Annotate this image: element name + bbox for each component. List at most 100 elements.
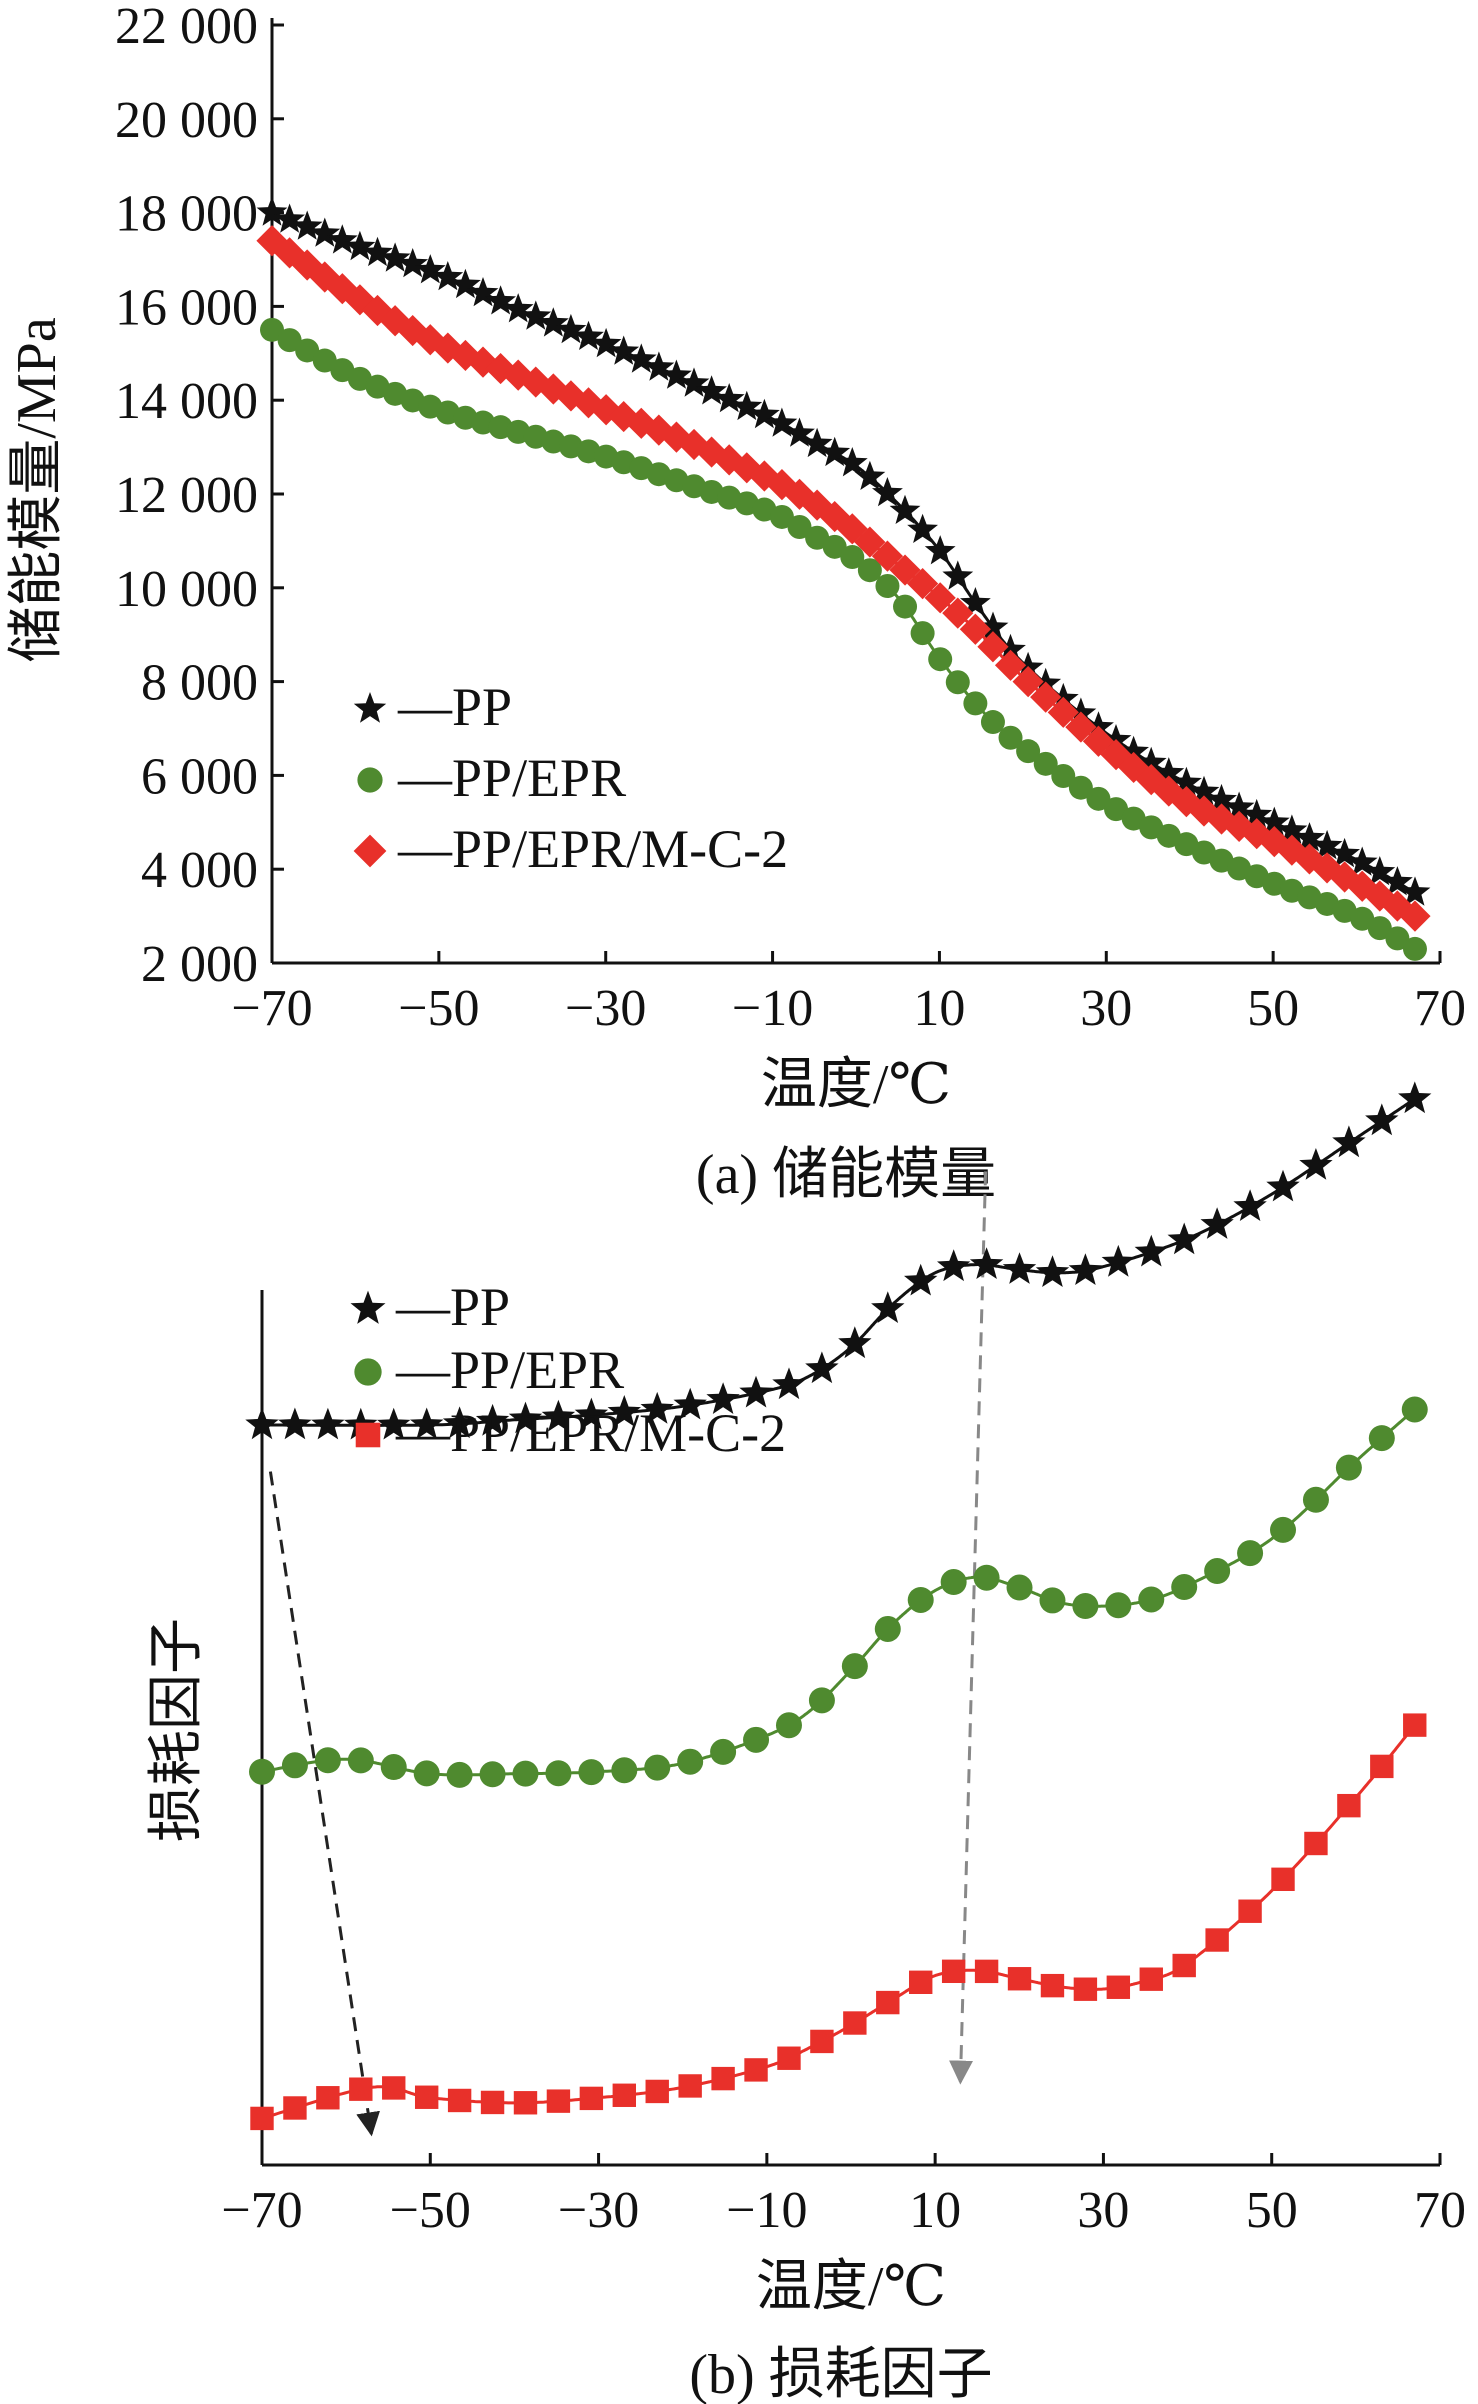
- y-tick-label: 12 000: [115, 467, 258, 524]
- data-point: [1040, 1973, 1065, 1998]
- data-point: [555, 313, 587, 344]
- data-point: [1365, 1103, 1399, 1136]
- data-point: [1335, 1454, 1362, 1481]
- data-point: [928, 647, 953, 672]
- legend-label: —PP: [395, 1277, 510, 1337]
- data-point: [291, 249, 323, 281]
- data-point: [643, 351, 675, 381]
- data-point: [349, 2077, 373, 2101]
- data-point: [1138, 1586, 1165, 1613]
- data-point: [731, 390, 763, 421]
- data-point: [808, 1687, 835, 1714]
- data-point: [874, 1615, 901, 1642]
- data-point: [1270, 1516, 1297, 1543]
- legend-label: —PP/EPR/M-C-2: [397, 819, 788, 879]
- chart-b-caption: (b) 损耗因子: [689, 2344, 992, 2404]
- data-point: [766, 407, 798, 437]
- chart-b-axes: −70 −50 −30 −10 10 30 50 70: [221, 1290, 1466, 2239]
- chart-a-legend: —PP —PP/EPR —PP/EPR/M-C-2: [353, 677, 788, 879]
- data-point: [1237, 1540, 1264, 1567]
- data-point: [260, 317, 284, 342]
- data-point: [379, 242, 411, 272]
- data-point: [1258, 806, 1290, 836]
- data-point: [291, 210, 323, 240]
- data-point: [449, 339, 482, 372]
- data-point: [1002, 1252, 1037, 1284]
- data-point: [783, 478, 816, 510]
- data-point: [274, 203, 305, 233]
- data-point: [1403, 1713, 1427, 1737]
- chart-a-y-axis-title: 储能模量/MPa: [6, 317, 68, 662]
- data-point: [480, 2090, 505, 2115]
- data-point: [432, 332, 464, 364]
- trend-arrow: [948, 1171, 988, 2085]
- data-point: [249, 1758, 275, 1785]
- x-tick-label: −70: [231, 980, 312, 1037]
- data-point: [278, 1407, 312, 1440]
- data-point: [612, 2083, 636, 2107]
- data-point: [1139, 1967, 1163, 1991]
- x-tick-label: 50: [1246, 2182, 1298, 2239]
- data-point: [973, 1564, 1000, 1591]
- y-tick-label: 4 000: [141, 842, 258, 899]
- data-point: [574, 1397, 609, 1430]
- data-point: [1223, 810, 1255, 842]
- x-tick-label: 70: [1414, 2182, 1466, 2239]
- data-point: [977, 631, 1009, 663]
- data-point: [590, 327, 622, 358]
- data-point: [1364, 856, 1396, 886]
- data-point: [1007, 1967, 1032, 1991]
- legend-label: —PP: [397, 677, 512, 737]
- data-point: [1337, 1793, 1361, 1818]
- data-point: [1047, 696, 1079, 728]
- data-point: [1172, 1953, 1196, 1978]
- chart-b-x-axis-title: 温度/℃: [756, 2256, 946, 2318]
- data-point: [854, 526, 886, 558]
- data-point: [1302, 1486, 1329, 1513]
- x-tick-label: −30: [565, 980, 646, 1037]
- data-point: [377, 1407, 411, 1440]
- data-point: [744, 2058, 768, 2082]
- data-point: [414, 324, 446, 356]
- x-tick-label: −10: [732, 980, 813, 1037]
- data-point: [945, 670, 970, 695]
- data-point: [1346, 846, 1378, 876]
- data-point: [546, 2089, 571, 2113]
- x-tick-label: 70: [1414, 980, 1466, 1037]
- data-point: [1311, 852, 1343, 884]
- data-point: [442, 1406, 477, 1439]
- y-tick-label: 14 000: [115, 373, 258, 430]
- legend-label: —PP/EPR/M-C-2: [395, 1403, 786, 1463]
- data-point: [640, 1391, 674, 1424]
- data-point: [1135, 764, 1167, 796]
- y-tick-label: 18 000: [115, 186, 258, 243]
- data-point: [711, 2066, 735, 2091]
- data-point: [573, 320, 604, 350]
- data-point: [467, 346, 499, 378]
- x-tick-label: −10: [726, 2182, 807, 2239]
- data-point: [250, 2106, 274, 2131]
- data-point: [893, 594, 918, 619]
- data-point: [344, 230, 376, 261]
- data-point: [910, 621, 935, 646]
- data-point: [1118, 735, 1149, 766]
- data-point: [1205, 1928, 1229, 1952]
- data-point: [611, 1757, 638, 1784]
- data-point: [801, 489, 833, 521]
- data-point: [309, 261, 341, 293]
- x-tick-label: −30: [558, 2182, 639, 2239]
- data-point: [520, 300, 552, 330]
- data-point: [1171, 766, 1202, 797]
- data-point: [281, 1752, 308, 1779]
- data-point: [836, 447, 868, 477]
- data-point: [1402, 936, 1427, 961]
- data-point: [537, 373, 569, 405]
- data-point: [397, 248, 429, 278]
- data-point: [1401, 1396, 1428, 1423]
- data-point: [924, 535, 956, 565]
- data-point: [644, 1754, 671, 1781]
- x-tick-label: −50: [390, 2182, 471, 2239]
- data-point: [309, 217, 341, 247]
- y-tick-label: 2 000: [141, 936, 258, 993]
- data-point: [696, 436, 728, 468]
